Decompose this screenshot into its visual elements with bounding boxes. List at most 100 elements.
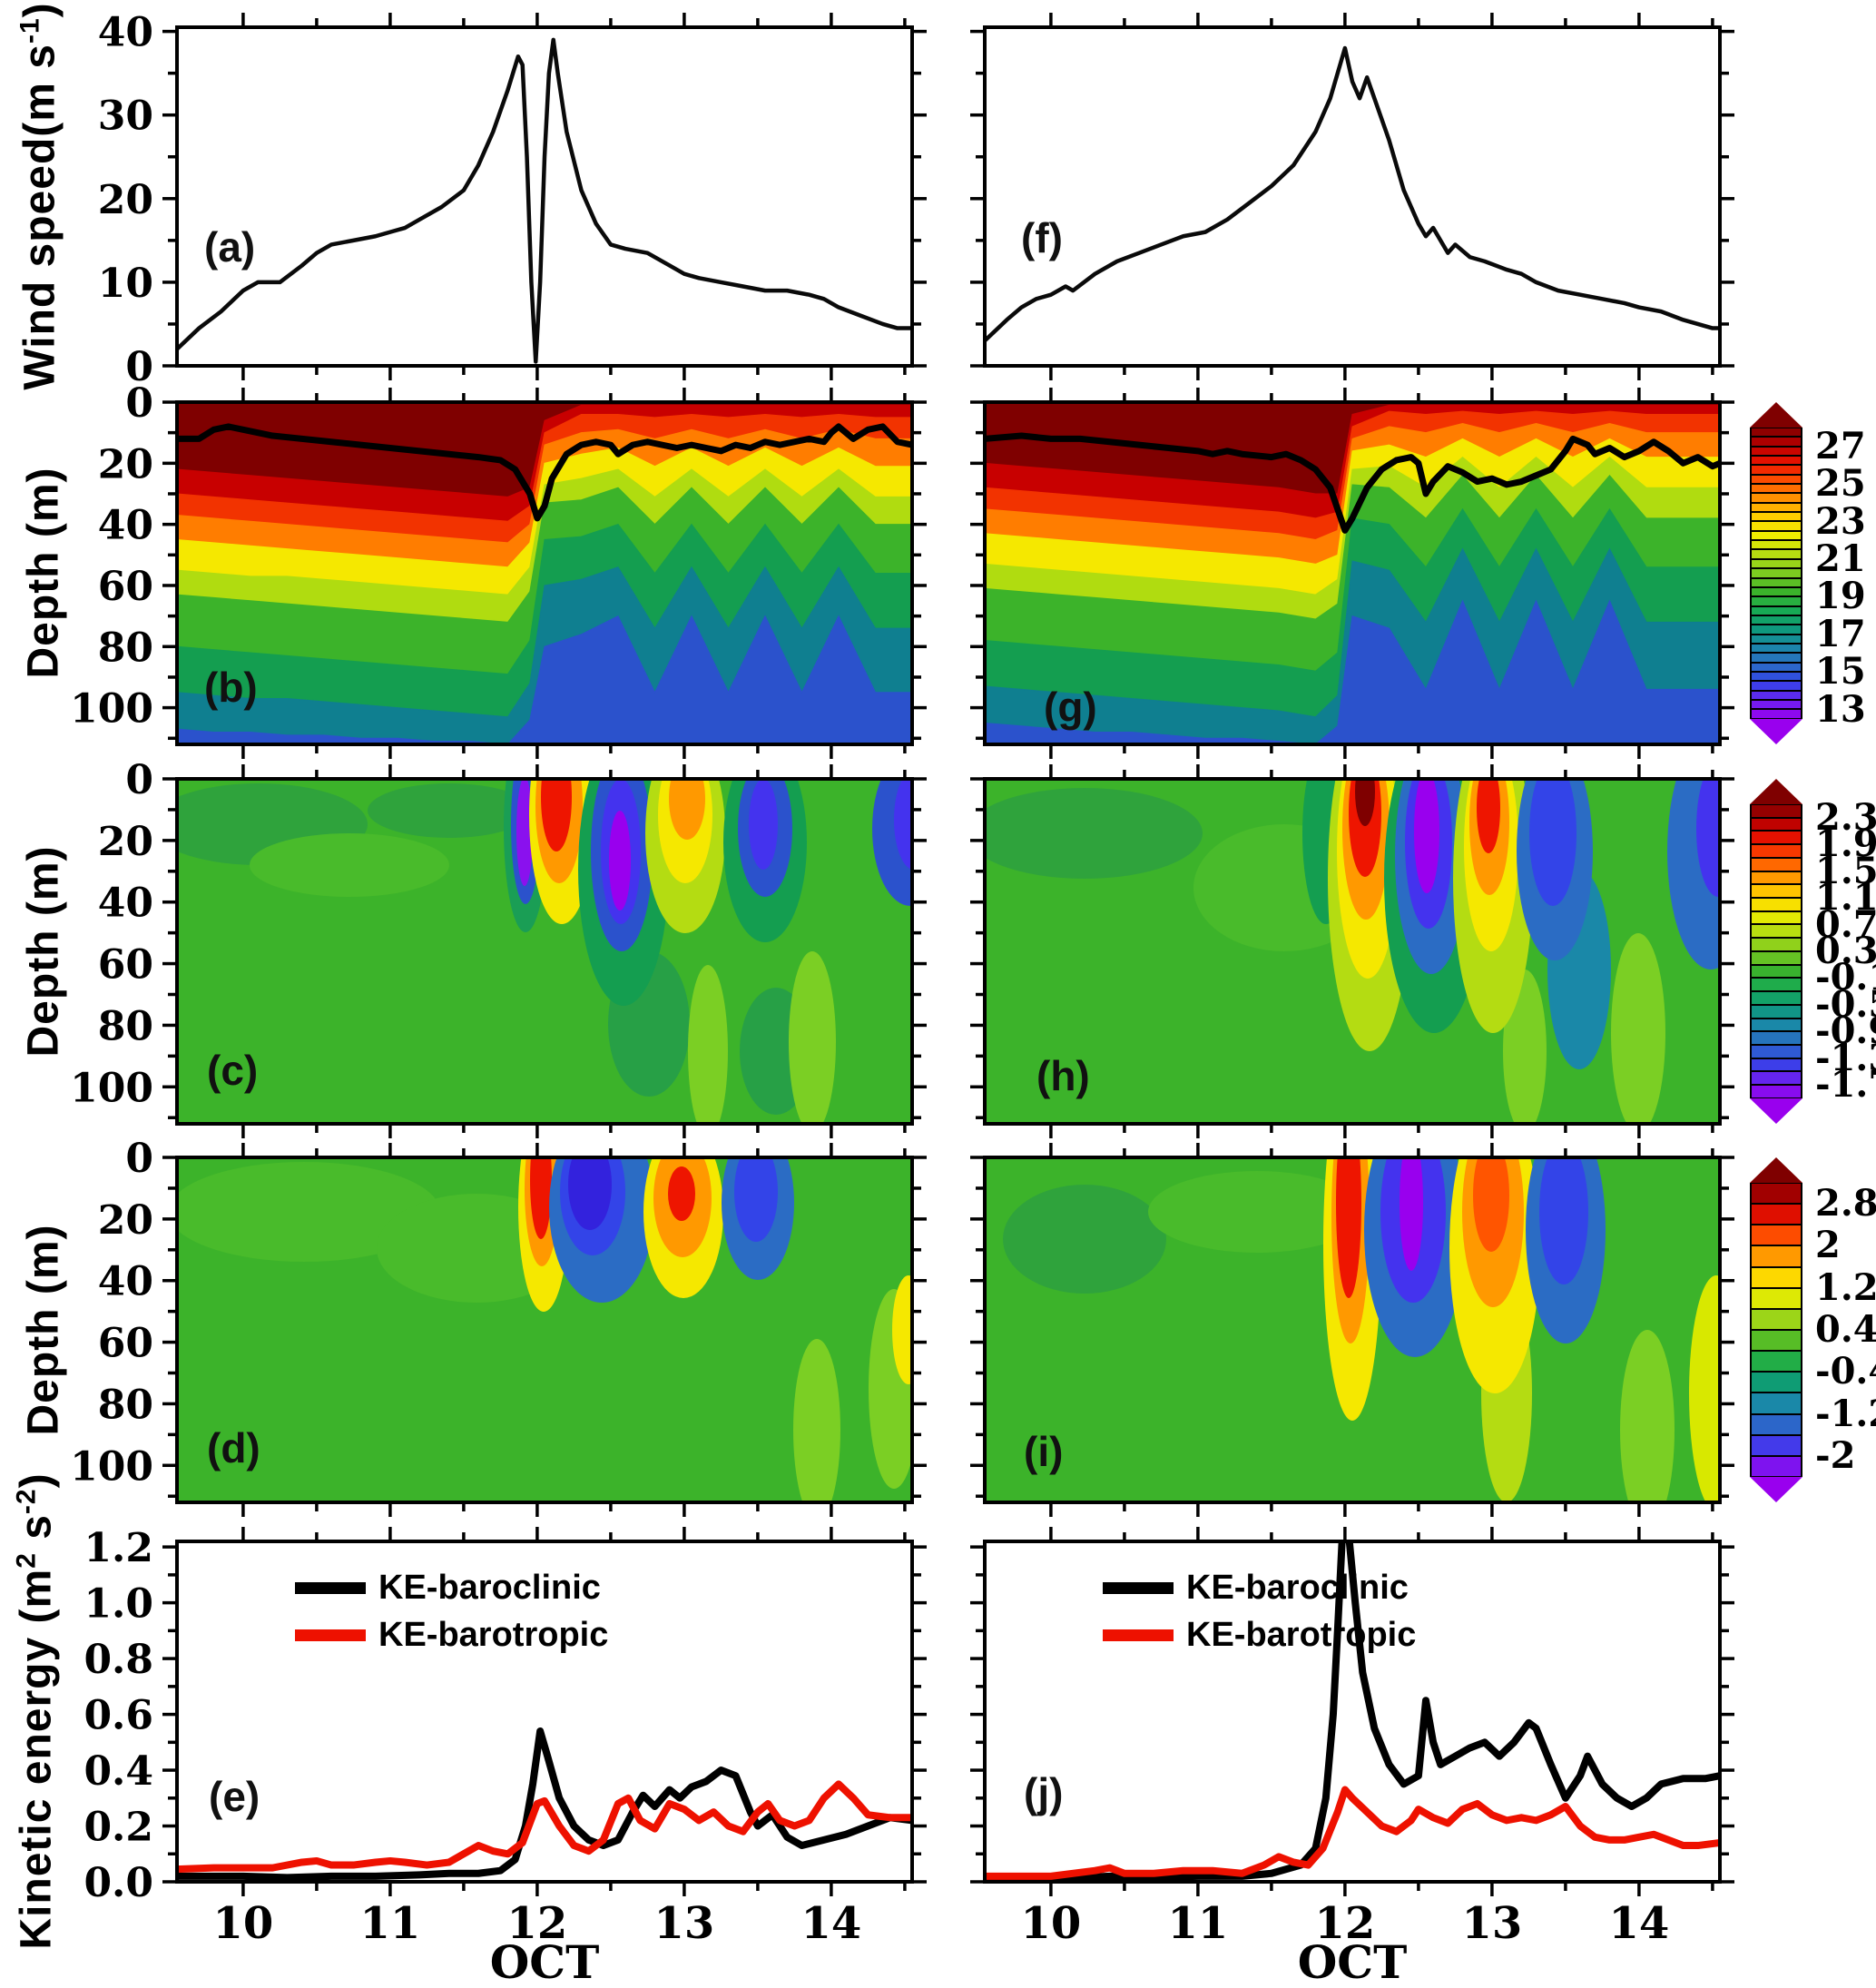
svg-text:0: 0	[125, 757, 153, 803]
svg-text:11: 11	[360, 1898, 421, 1949]
svg-text:40: 40	[98, 503, 153, 549]
legend-observed: KE-baroclinic KE-barotropic	[295, 1569, 608, 1655]
svg-text:11: 11	[1168, 1898, 1229, 1949]
svg-text:14: 14	[801, 1898, 862, 1949]
baroclinic-line-swatch	[295, 1582, 366, 1594]
svg-text:0: 0	[125, 380, 153, 427]
colorbar-tick-label: 0.4	[1815, 1308, 1876, 1351]
temperature-section-observed: 0 20 40 60 80 100	[70, 380, 927, 759]
baroclinic-line-swatch	[1103, 1582, 1174, 1594]
colorbar-tick-label: -0.1	[1815, 956, 1876, 999]
svg-text:12: 12	[1315, 1898, 1376, 1949]
y-axis-title-depth-3: Depth (m)	[19, 1224, 68, 1436]
colorbar-tick-label: 13	[1815, 687, 1866, 731]
svg-text:10: 10	[98, 261, 153, 307]
svg-text:100: 100	[70, 1443, 153, 1490]
colorbar-tick-label: 25	[1815, 462, 1866, 506]
colorbar-tick-label: -0.5	[1815, 982, 1876, 1026]
baroclinic-label: KE-baroclinic	[378, 1569, 601, 1607]
svg-text:80: 80	[98, 625, 153, 671]
svg-text:0.4: 0.4	[83, 1748, 153, 1795]
colorbar-tick-label: 23	[1815, 499, 1866, 543]
colorbar-tick-label: 1.1	[1815, 876, 1876, 920]
svg-text:12: 12	[507, 1898, 568, 1949]
colorbar-tick-label: 0.3	[1815, 930, 1876, 972]
svg-text:80: 80	[98, 1382, 153, 1428]
panel-label-d: (d)	[207, 1424, 260, 1471]
svg-text:20: 20	[98, 1197, 153, 1244]
x-axis-month-right: OCT	[1297, 1935, 1408, 1988]
svg-text:40: 40	[98, 1259, 153, 1305]
svg-text:13: 13	[654, 1898, 715, 1949]
panel-label-h: (h)	[1036, 1052, 1090, 1099]
svg-text:40: 40	[98, 10, 153, 56]
panel-label-c: (c)	[207, 1047, 259, 1094]
colorbar-tick-label: 2	[1815, 1224, 1841, 1267]
svg-text:20: 20	[98, 441, 153, 487]
zonal-velocity-section-simulated	[970, 764, 1734, 1138]
wind-speed-plot-simulated	[970, 13, 1734, 380]
svg-text:30: 30	[98, 93, 153, 140]
svg-text:20: 20	[98, 819, 153, 865]
panel-label-a: (a)	[204, 223, 256, 271]
colorbar-tick-label: -0.4	[1815, 1350, 1876, 1393]
kinetic-energy-plot-simulated: 10 11 12 13 14	[970, 1527, 1734, 1949]
svg-text:40: 40	[98, 881, 153, 927]
panel-label-i: (i)	[1024, 1428, 1064, 1475]
svg-text:10: 10	[213, 1898, 274, 1949]
y-axis-title-wind: Wind speed(m s-1)	[15, 2, 64, 390]
colorbar-meridional-velocity: 2.821.20.4-0.4-1.2-2	[1750, 1157, 1876, 1502]
wind-speed-plot-observed: 0 10 20 30 40	[98, 10, 927, 390]
meridional-velocity-section-observed: 0 20 40 60 80 100	[70, 1136, 927, 1517]
svg-text:13: 13	[1462, 1898, 1523, 1949]
svg-text:100: 100	[70, 686, 153, 733]
meridional-velocity-section-simulated	[970, 1143, 1734, 1517]
panel-label-e: (e)	[209, 1773, 260, 1820]
colorbar-tick-label: -1.3	[1815, 1036, 1876, 1079]
kinetic-energy-plot-observed: 0.0 0.2 0.4 0.6 0.8 1.0 1.2 10 11 12 13 14	[83, 1525, 927, 1949]
svg-text:0.0: 0.0	[83, 1860, 153, 1906]
panel-label-b: (b)	[204, 664, 258, 711]
svg-text:60: 60	[98, 942, 153, 989]
colorbar-tick-label: -1.7	[1815, 1063, 1876, 1107]
svg-text:0.8: 0.8	[83, 1637, 153, 1683]
barotropic-line-swatch	[1103, 1629, 1174, 1641]
colorbar-tick-label: -2	[1815, 1433, 1856, 1477]
colorbar-tick-label: -1.2	[1815, 1392, 1876, 1435]
svg-text:1.0: 1.0	[83, 1581, 153, 1628]
baroclinic-label: KE-baroclinic	[1186, 1569, 1409, 1607]
colorbar-tick-label: 27	[1815, 424, 1866, 467]
temperature-section-simulated	[970, 388, 1734, 759]
svg-text:80: 80	[98, 1003, 153, 1049]
barotropic-label: KE-barotropic	[1186, 1616, 1417, 1654]
y-axis-title-depth-1: Depth (m)	[19, 467, 68, 679]
colorbar-tick-label: -0.9	[1815, 1009, 1876, 1053]
y-axis-title-ke: Kinetic energy (m2 s-2)	[11, 1472, 61, 1950]
colorbar-tick-label: 19	[1815, 575, 1866, 618]
zonal-velocity-section-observed: 0 20 40 60 80 100	[70, 757, 927, 1138]
panel-label-j: (j)	[1024, 1769, 1064, 1816]
legend-item-baroclinic: KE-baroclinic	[1103, 1569, 1416, 1608]
panel-label-g: (g)	[1044, 684, 1097, 731]
legend-item-barotropic: KE-barotropic	[295, 1616, 608, 1655]
contour-decoration	[177, 779, 912, 1124]
svg-text:60: 60	[98, 564, 153, 610]
svg-text:0.6: 0.6	[83, 1693, 153, 1739]
svg-text:100: 100	[70, 1065, 153, 1111]
svg-text:0: 0	[125, 1136, 153, 1182]
colorbar-temperature: 27 25 23 21 19 17 15 13	[1750, 402, 1876, 744]
x-axis-month-left: OCT	[489, 1935, 600, 1988]
contour-decoration	[985, 779, 1720, 1124]
colorbar-tick-label: 21	[1815, 536, 1866, 580]
svg-text:0: 0	[125, 344, 153, 390]
colorbar-tick-label: 2.8	[1815, 1182, 1876, 1225]
colorbar-zonal-velocity: 2.31.91.51.10.70.3-0.1-0.5-0.9-1.3-1.7	[1750, 779, 1876, 1124]
svg-text:10: 10	[1021, 1898, 1082, 1949]
legend-simulated: KE-baroclinic KE-barotropic	[1103, 1569, 1416, 1655]
colorbar-tick-label: 1.9	[1815, 822, 1876, 866]
colorbar-tick-label: 17	[1815, 612, 1866, 655]
svg-text:14: 14	[1609, 1898, 1670, 1949]
contour-decoration	[177, 1157, 912, 1502]
panel-label-f: (f)	[1021, 214, 1063, 261]
